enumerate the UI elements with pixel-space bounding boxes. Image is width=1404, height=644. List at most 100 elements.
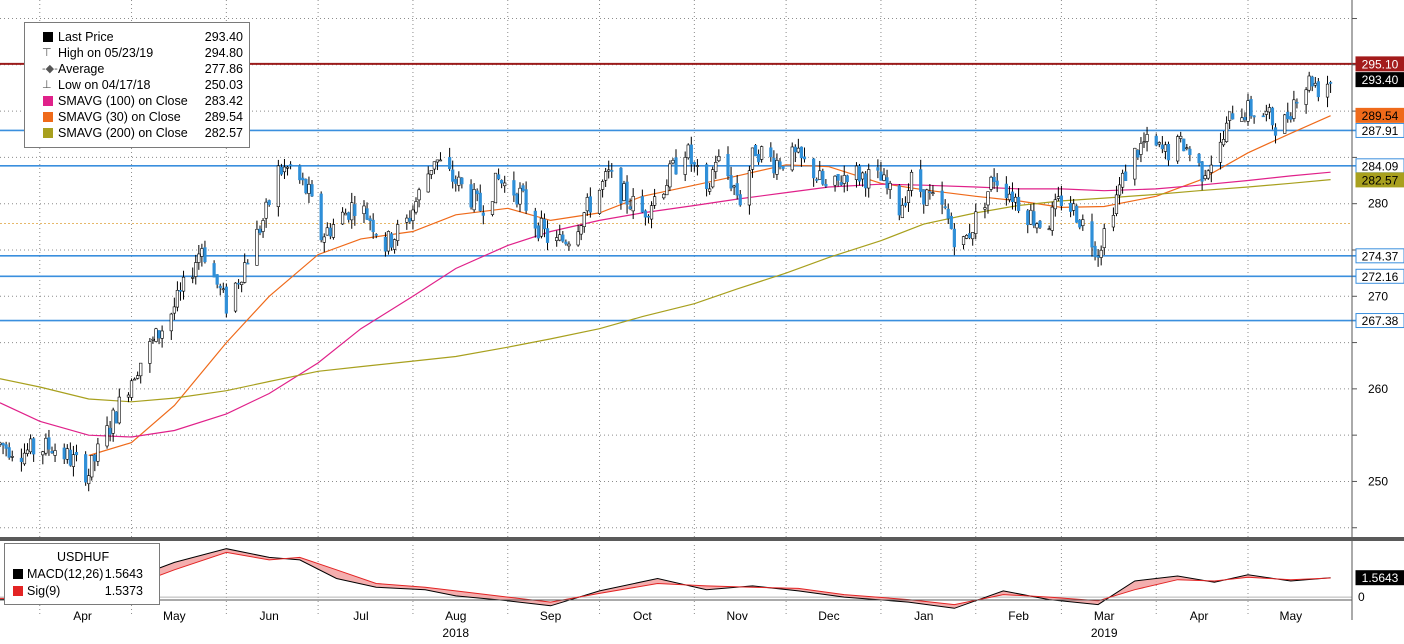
x-tick-label: May xyxy=(163,609,186,623)
candle-down xyxy=(1059,195,1064,207)
candlesticks xyxy=(0,71,1333,492)
candle-down xyxy=(857,165,862,182)
candle-up xyxy=(322,236,326,243)
candle-up xyxy=(426,173,430,193)
candle-down xyxy=(879,171,883,181)
candle-down xyxy=(383,236,388,252)
y-tick-label: 260 xyxy=(1368,382,1388,396)
candle-down xyxy=(845,175,849,183)
candle-up xyxy=(1246,100,1250,122)
candle-down xyxy=(793,146,797,153)
candle-up xyxy=(10,456,14,458)
candle-down xyxy=(943,206,947,208)
candle-up xyxy=(539,217,544,237)
candle-up xyxy=(151,338,155,341)
low-glyph: ⊥ xyxy=(42,79,52,91)
candle-down xyxy=(524,189,528,211)
candle-up xyxy=(396,224,400,241)
x-tick-label: Apr xyxy=(73,609,92,623)
candle-down xyxy=(561,234,565,242)
candle-down xyxy=(588,196,592,213)
candle-down xyxy=(1078,219,1082,228)
candle-up xyxy=(53,450,57,456)
legend-swatch xyxy=(13,586,23,596)
high-glyph: ⊤ xyxy=(42,47,52,59)
candle-down xyxy=(1188,148,1192,156)
candle-down xyxy=(738,194,742,206)
candle-up xyxy=(732,185,736,188)
candle-up xyxy=(1176,136,1180,162)
macd-legend-row: MACD(12,26) 1.5643 xyxy=(5,566,159,582)
x-tick-label: Jul xyxy=(353,609,368,623)
candle-up xyxy=(191,277,195,279)
candle-down xyxy=(374,234,378,236)
legend-swatch xyxy=(43,32,53,42)
candle-up xyxy=(964,234,969,239)
y-tick-label: 280 xyxy=(1368,197,1388,211)
candle-down xyxy=(521,185,525,191)
candle-up xyxy=(325,227,329,236)
candle-down xyxy=(1231,113,1235,120)
candle-up xyxy=(25,449,30,454)
candle-down xyxy=(368,218,372,221)
candle-up xyxy=(175,290,180,308)
candle-up xyxy=(1056,196,1060,199)
candle-up xyxy=(631,196,635,212)
candle-down xyxy=(1068,202,1073,212)
candle-up xyxy=(558,234,562,241)
candle-down xyxy=(726,154,730,177)
x-tick-label: Jun xyxy=(259,609,278,623)
legend-value: 294.80 xyxy=(204,46,243,60)
legend-label: SMAVG (100) on Close xyxy=(58,94,188,108)
candle-down xyxy=(500,180,504,184)
candle-up xyxy=(1221,139,1226,146)
candle-up xyxy=(1029,209,1033,225)
candle-up xyxy=(240,281,244,286)
legend-value: 1.5643 xyxy=(104,567,143,581)
candle-up xyxy=(307,183,311,194)
legend-label: Average xyxy=(58,62,105,76)
candle-down xyxy=(448,157,452,170)
candle-up xyxy=(622,183,626,201)
legend-value: 282.57 xyxy=(204,126,243,140)
candle-up xyxy=(1307,75,1311,91)
value-tag-bg xyxy=(1355,107,1404,123)
candle-down xyxy=(836,174,840,181)
candle-up xyxy=(888,182,892,190)
candle-down xyxy=(114,411,118,424)
candle-up xyxy=(1304,89,1308,105)
x-tick-label: May xyxy=(1279,609,1302,623)
legend-row: -◆- Average 277.86 xyxy=(25,61,249,77)
candle-up xyxy=(41,451,45,456)
candle-up xyxy=(775,160,779,175)
candle-up xyxy=(986,191,990,206)
candle-down xyxy=(628,206,632,210)
candle-up xyxy=(686,144,690,159)
legend-row: SMAVG (200) on Close 282.57 xyxy=(25,125,249,141)
candle-up xyxy=(1185,147,1189,150)
candle-down xyxy=(619,167,623,204)
candle-up xyxy=(160,330,164,339)
candle-down xyxy=(496,174,501,180)
candle-up xyxy=(139,362,143,377)
legend-label: SMAVG (200) on Close xyxy=(58,126,188,140)
candle-down xyxy=(946,208,950,219)
candle-down xyxy=(93,454,97,462)
candle-down xyxy=(1310,76,1314,87)
level-tag: 267.38 xyxy=(1362,314,1399,328)
candle-down xyxy=(1004,183,1008,198)
candle-down xyxy=(301,177,305,181)
candle-up xyxy=(1292,99,1296,119)
level-tag-bg xyxy=(1355,268,1404,284)
candle-up xyxy=(747,170,752,206)
x-tick-label: Apr xyxy=(1190,609,1209,623)
candle-up xyxy=(649,205,654,220)
candle-down xyxy=(821,170,825,185)
y-tick-label: 250 xyxy=(1368,474,1388,488)
candle-up xyxy=(87,475,91,485)
candle-up xyxy=(136,375,140,379)
candle-down xyxy=(288,164,293,167)
candle-down xyxy=(246,262,250,265)
candle-up xyxy=(435,159,440,163)
candle-down xyxy=(32,438,36,455)
